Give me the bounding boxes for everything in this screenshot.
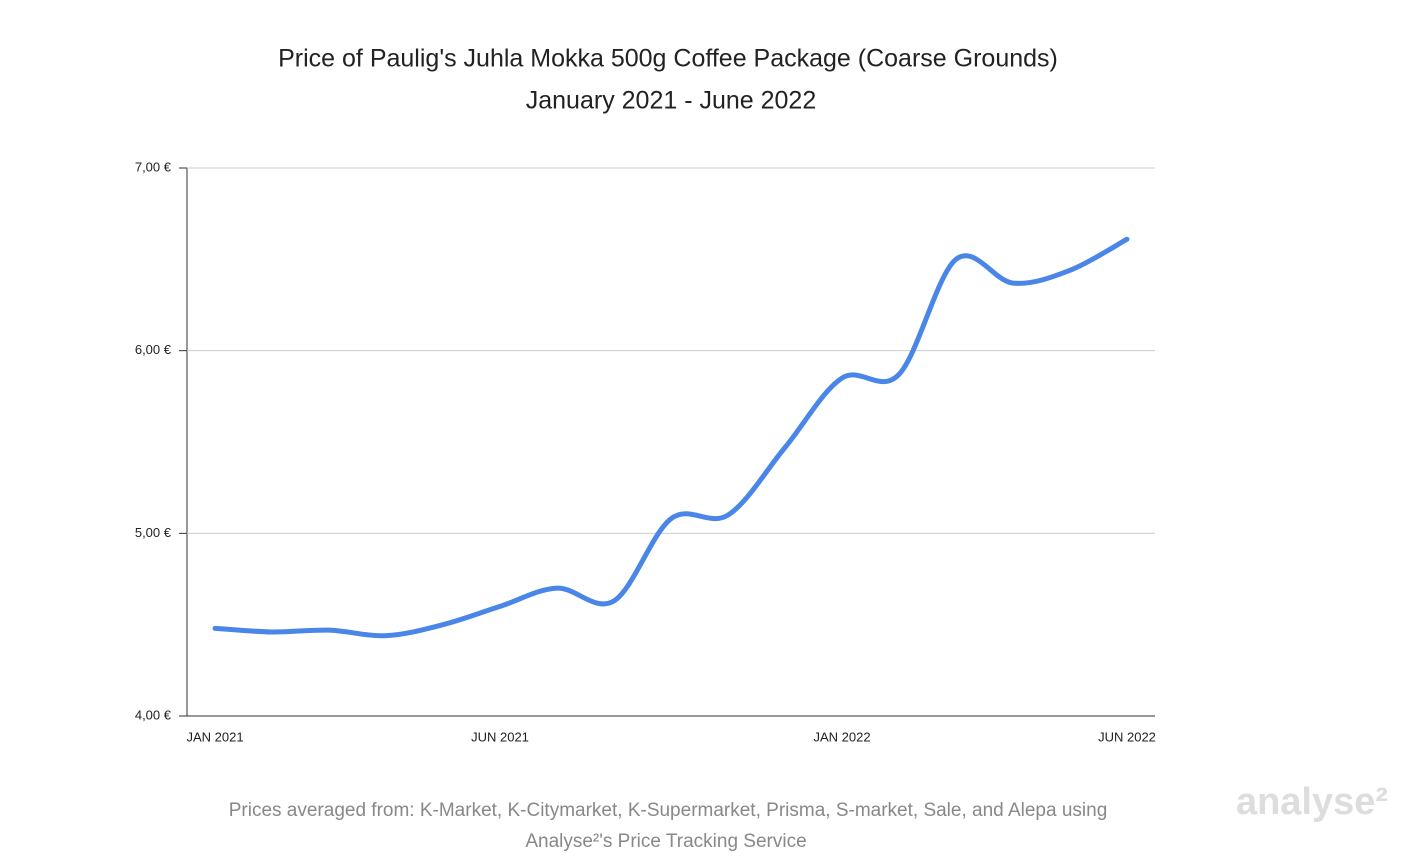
line-series [212, 236, 1130, 639]
x-tick-label: JAN 2022 [813, 729, 870, 744]
source-note: Prices averaged from: K-Market, K-Cityma… [229, 800, 1108, 821]
y-tick-label: 7,00 € [135, 159, 172, 174]
y-tick-label: 6,00 € [135, 342, 172, 357]
y-tick-label: 4,00 € [135, 707, 172, 722]
source-note: Analyse²'s Price Tracking Service [525, 831, 806, 852]
chart-subtitle: January 2021 - June 2022 [526, 87, 817, 115]
x-tick-label: JUN 2022 [1098, 729, 1156, 744]
chart-title: Price of Paulig's Juhla Mokka 500g Coffe… [278, 45, 1058, 73]
x-tick-label: JUN 2021 [471, 729, 529, 744]
watermark: analyse² [1236, 781, 1388, 823]
x-tick-label: JAN 2021 [186, 729, 243, 744]
y-tick-label: 5,00 € [135, 525, 172, 540]
